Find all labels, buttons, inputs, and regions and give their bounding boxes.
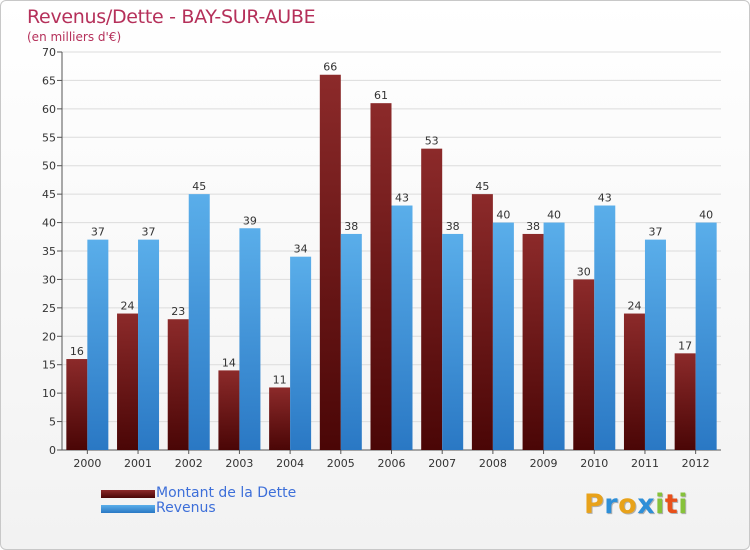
legend-swatch-dette: [101, 490, 155, 498]
legend-label-revenus: Revenus: [156, 500, 216, 516]
bar-dette: [674, 353, 696, 450]
y-tick-label: 10: [42, 387, 56, 400]
data-label-dette: 53: [425, 135, 439, 148]
data-label-dette: 38: [526, 220, 540, 233]
bar-dette: [573, 279, 595, 450]
bar-dette: [471, 194, 493, 450]
bar-revenus: [695, 222, 717, 450]
bar-dette: [370, 103, 392, 451]
bar-revenus: [138, 239, 160, 450]
data-label-dette: 16: [70, 345, 84, 358]
bar-revenus: [543, 222, 565, 450]
bar-revenus: [340, 233, 362, 450]
y-tick-label: 65: [42, 74, 56, 87]
y-tick-label: 35: [42, 245, 56, 258]
data-label-dette: 24: [121, 300, 135, 313]
logo-letter: i: [655, 489, 665, 520]
bar-dette: [66, 359, 88, 450]
x-tick-label: 2007: [428, 457, 456, 470]
bar-dette: [319, 74, 341, 450]
bar-revenus: [594, 205, 616, 450]
data-label-revenus: 39: [243, 214, 257, 227]
bar-dette: [218, 370, 240, 450]
y-tick-label: 30: [42, 273, 56, 286]
bar-dette: [421, 148, 443, 450]
x-tick-label: 2011: [631, 457, 659, 470]
data-label-revenus: 38: [344, 220, 358, 233]
bar-dette: [269, 387, 291, 450]
chart-subtitle: (en milliers d'€): [27, 30, 122, 44]
y-tick-label: 55: [42, 131, 56, 144]
data-label-dette: 14: [222, 356, 236, 369]
proxiti-logo: Proxiti: [584, 489, 688, 520]
bar-revenus: [87, 239, 109, 450]
y-tick-label: 70: [42, 46, 56, 59]
bar-revenus: [644, 239, 666, 450]
data-label-revenus: 37: [648, 226, 662, 239]
x-tick-label: 2006: [378, 457, 406, 470]
x-tick-label: 2012: [682, 457, 710, 470]
x-tick-label: 2003: [225, 457, 253, 470]
data-label-revenus: 38: [446, 220, 460, 233]
x-tick-label: 2008: [479, 457, 507, 470]
x-tick-label: 2004: [276, 457, 304, 470]
data-label-revenus: 43: [598, 192, 612, 205]
chart-title: Revenus/Dette - BAY-SUR-AUBE: [27, 6, 316, 28]
bar-revenus: [290, 256, 312, 450]
logo-letter: t: [664, 489, 679, 520]
data-label-revenus: 37: [142, 226, 156, 239]
logo-letter: o: [618, 489, 638, 520]
bar-revenus: [442, 233, 464, 450]
x-tick-label: 2010: [580, 457, 608, 470]
data-label-revenus: 43: [395, 192, 409, 205]
logo-letter: P: [584, 489, 605, 520]
legend-swatch-revenus: [101, 505, 155, 513]
logo-letter: r: [604, 489, 619, 520]
y-tick-label: 0: [49, 444, 56, 457]
bar-revenus: [492, 222, 514, 450]
data-label-dette: 23: [171, 305, 185, 318]
bar-dette: [117, 313, 139, 450]
y-tick-label: 60: [42, 103, 56, 116]
y-tick-label: 20: [42, 330, 56, 343]
data-label-revenus: 40: [496, 209, 510, 222]
y-tick-label: 50: [42, 160, 56, 173]
data-label-dette: 17: [678, 339, 692, 352]
data-label-revenus: 40: [547, 209, 561, 222]
data-label-revenus: 45: [192, 180, 206, 193]
y-tick-label: 15: [42, 359, 56, 372]
data-label-dette: 24: [627, 300, 641, 313]
data-label-dette: 11: [273, 373, 287, 386]
bar-revenus: [188, 194, 210, 450]
data-label-revenus: 40: [699, 209, 713, 222]
y-tick-label: 25: [42, 302, 56, 315]
x-tick-label: 2009: [530, 457, 558, 470]
bar-dette: [167, 319, 189, 450]
x-tick-label: 2001: [124, 457, 152, 470]
bar-dette: [522, 233, 544, 450]
bar-dette: [623, 313, 645, 450]
logo-letter: i: [678, 489, 689, 520]
bar-revenus: [391, 205, 413, 450]
data-label-revenus: 37: [91, 226, 105, 239]
data-label-dette: 66: [323, 61, 337, 74]
x-tick-label: 2002: [175, 457, 203, 470]
y-tick-label: 40: [42, 217, 56, 230]
data-label-dette: 45: [475, 180, 489, 193]
data-label-dette: 61: [374, 89, 388, 102]
y-tick-label: 45: [42, 188, 56, 201]
bar-revenus: [239, 228, 261, 450]
x-tick-label: 2005: [327, 457, 355, 470]
data-label-revenus: 34: [294, 243, 308, 256]
x-tick-label: 2000: [73, 457, 101, 470]
y-tick-label: 5: [49, 416, 56, 429]
logo-letter: x: [637, 489, 656, 520]
data-label-dette: 30: [577, 265, 591, 278]
legend-label-dette: Montant de la Dette: [156, 485, 297, 501]
